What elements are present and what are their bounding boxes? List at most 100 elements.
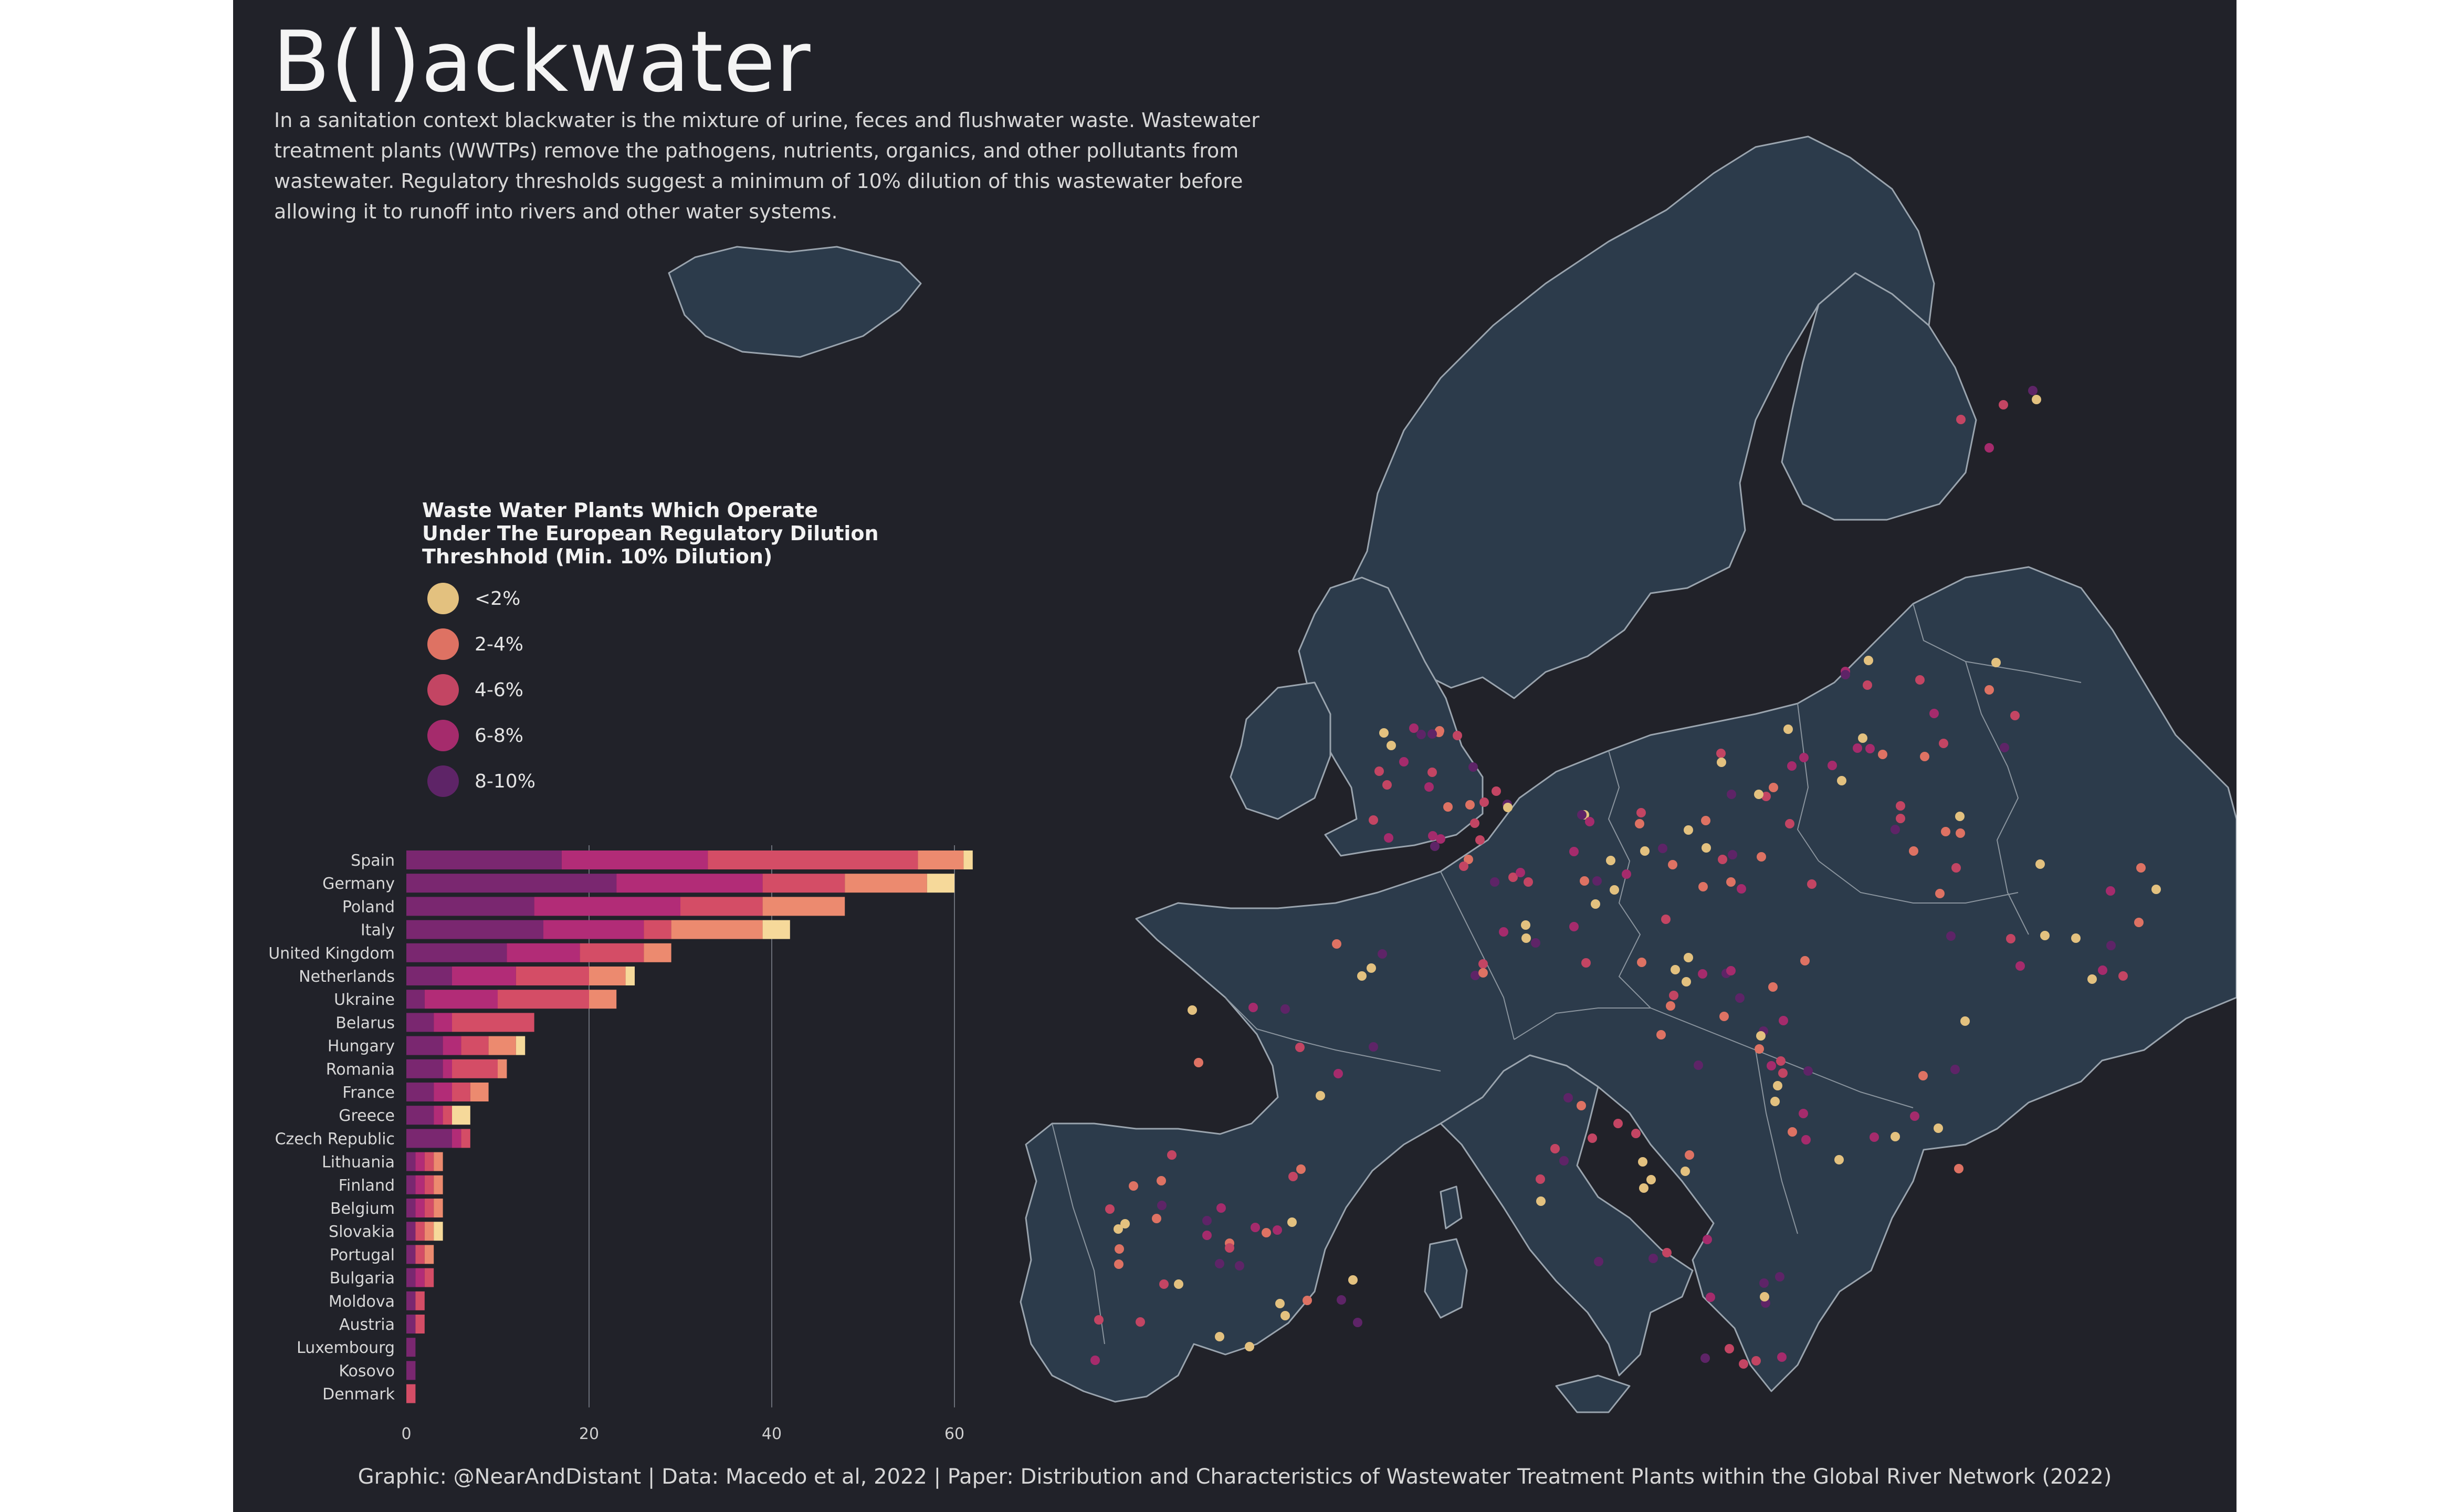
wwtp-point — [1799, 1109, 1808, 1118]
bar-segment — [424, 1268, 434, 1287]
wwtp-point — [1159, 1279, 1169, 1289]
bar-segment — [443, 1059, 452, 1078]
bar-segment — [424, 1245, 434, 1264]
wwtp-point — [1490, 877, 1499, 887]
bar-segment — [762, 897, 845, 916]
category-label: Lithuania — [322, 1153, 395, 1172]
wwtp-point — [1367, 963, 1376, 973]
wwtp-point — [1646, 1175, 1656, 1184]
wwtp-point — [1915, 675, 1925, 685]
bar-segment — [406, 1361, 416, 1380]
bar-segment — [927, 874, 954, 893]
bar-segment — [488, 1036, 516, 1055]
wwtp-point — [1891, 825, 1900, 834]
wwtp-point — [1636, 808, 1646, 817]
wwtp-point — [1591, 899, 1600, 909]
bar-segment — [580, 943, 644, 962]
wwtp-point — [1757, 852, 1766, 862]
wwtp-point — [1694, 1060, 1703, 1070]
category-label: Greece — [339, 1107, 395, 1125]
wwtp-point — [1465, 800, 1475, 810]
wwtp-point — [1778, 1068, 1788, 1078]
country-bar-chart: 0 20 40 60 Spain Germany Poland Italy United Kin… — [268, 845, 973, 1443]
wwtp-point — [1475, 835, 1485, 845]
wwtp-point — [1594, 1257, 1603, 1266]
wwtp-point — [1799, 753, 1809, 762]
wwtp-point — [1960, 1016, 1970, 1026]
wwtp-point — [1353, 1318, 1362, 1327]
category-label: Germany — [322, 875, 395, 893]
bar-segment — [452, 1013, 534, 1032]
bar-segment — [406, 1059, 443, 1078]
wwtp-point — [1379, 728, 1389, 738]
x-tick-label: 40 — [762, 1425, 782, 1443]
wwtp-point — [1251, 1223, 1260, 1232]
wwtp-point — [1946, 931, 1956, 941]
legend-item-under-2: <2% — [427, 583, 520, 614]
wwtp-point — [1577, 810, 1587, 820]
bar-segment — [762, 874, 845, 893]
category-label: Kosovo — [339, 1362, 395, 1380]
category-label: Luxembourg — [297, 1339, 395, 1357]
sardinia-shape — [1424, 1238, 1468, 1319]
category-label: Moldova — [329, 1293, 395, 1311]
bar-segment — [406, 1268, 416, 1287]
bar-segment — [406, 920, 543, 939]
wwtp-point — [1725, 1344, 1734, 1353]
bar-segment — [561, 850, 708, 869]
wwtp-point — [1648, 1254, 1658, 1263]
italy-shape — [1440, 1054, 1694, 1377]
wwtp-point — [1606, 856, 1615, 865]
bar-segment — [498, 990, 589, 1009]
wwtp-point — [1245, 1342, 1254, 1351]
wwtp-point — [1773, 1081, 1782, 1090]
wwtp-point — [1726, 966, 1736, 975]
wwtp-point — [1803, 1066, 1813, 1076]
category-label: Finland — [339, 1177, 395, 1195]
wwtp-point — [1287, 1217, 1297, 1227]
wwtp-point — [1216, 1203, 1226, 1213]
wwtp-point — [1956, 415, 1966, 424]
wwtp-point — [1378, 949, 1387, 959]
bar-segment — [644, 920, 671, 939]
wwtp-point — [1369, 815, 1378, 825]
bar-segment — [516, 967, 589, 985]
wwtp-point — [1853, 743, 1862, 753]
wwtp-point — [1939, 739, 1948, 748]
wwtp-point — [1865, 744, 1875, 753]
legend-title: Waste Water Plants Which Operate Under T… — [422, 499, 879, 568]
wwtp-point — [1508, 873, 1518, 882]
wwtp-point — [1700, 1353, 1710, 1363]
wwtp-point — [1751, 1356, 1761, 1366]
category-label: Hungary — [328, 1037, 395, 1056]
wwtp-point — [1470, 818, 1479, 828]
corsica-shape — [1440, 1185, 1463, 1230]
wwtp-point — [1950, 1065, 1960, 1074]
bar-segment — [406, 967, 452, 985]
wwtp-point — [1698, 882, 1708, 891]
page-title: B(l)ackwater — [272, 13, 811, 111]
bar-segment — [424, 990, 498, 1009]
x-tick-label: 0 — [401, 1425, 411, 1443]
europe-map — [668, 135, 2236, 1413]
wwtp-point — [1521, 933, 1531, 943]
wwtp-point — [1399, 757, 1409, 766]
wwtp-point — [1550, 1144, 1560, 1153]
bar-segment — [406, 943, 507, 962]
wwtp-point — [1858, 733, 1867, 743]
bar-segment — [589, 990, 617, 1009]
wwtp-point — [1896, 801, 1905, 811]
legend-item-8-10: 8-10% — [427, 765, 536, 797]
bar-segment — [424, 1199, 434, 1217]
wwtp-point — [2134, 918, 2144, 927]
wwtp-point — [1262, 1228, 1271, 1237]
finland-shape — [1781, 272, 1977, 521]
bar-segment — [406, 1152, 416, 1171]
wwtp-point — [1610, 885, 1619, 895]
wwtp-point — [1436, 834, 1445, 844]
bar-segment — [406, 1222, 416, 1241]
wwtp-point — [1828, 761, 1837, 770]
legend-item-4-6: 4-6% — [427, 674, 523, 706]
category-label: Poland — [342, 898, 395, 916]
bar-segment — [406, 1245, 416, 1264]
